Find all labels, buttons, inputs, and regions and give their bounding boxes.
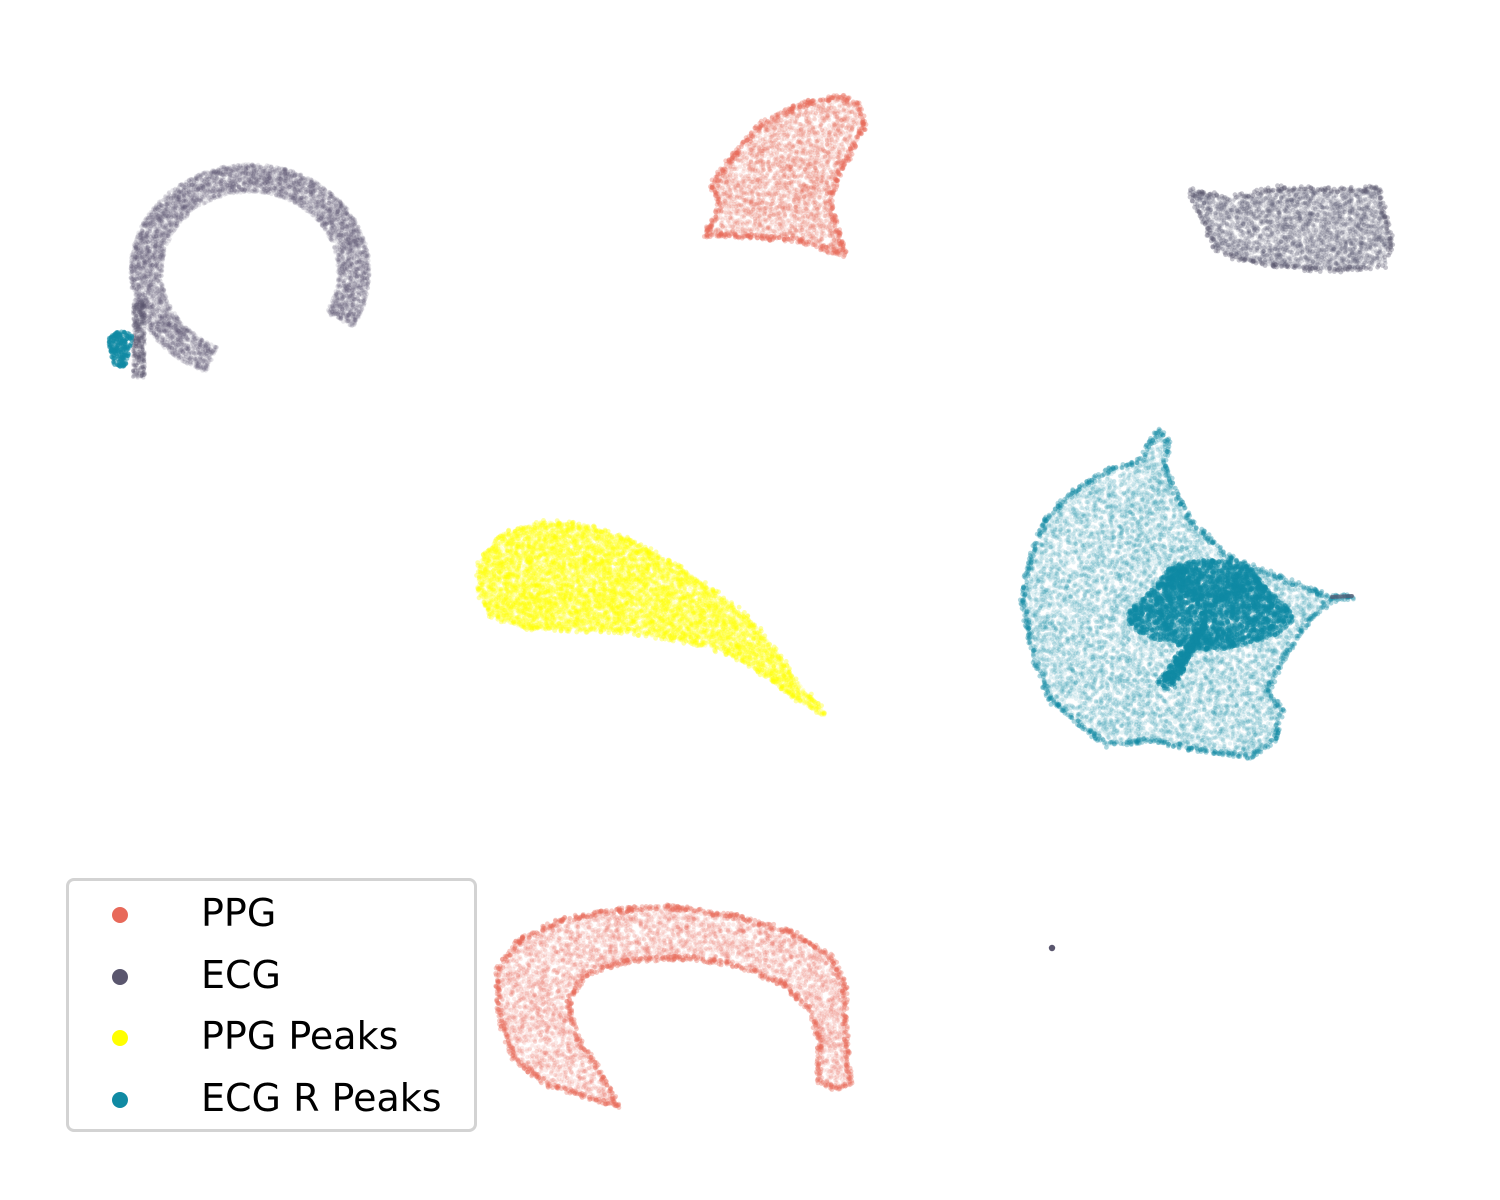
cluster-ecg-2 [1188,183,1396,274]
legend-label-ecg-r-peaks: ECG R Peaks [201,1076,442,1120]
legend-label-ppg: PPG [201,891,276,935]
legend-marker-ecg-r-peaks [112,1092,128,1108]
legend-item-ecg: ECG [69,949,474,1005]
legend-item-ecg-r-peaks: ECG R Peaks [69,1072,474,1128]
cluster-ppg-2 [493,902,854,1110]
point-ecg-isolated [1049,945,1055,951]
legend-marker-ppg [112,907,128,923]
cluster-ecg-1 [128,162,371,380]
legend-item-ppg: PPG [69,887,474,943]
cluster-ppg-1 [702,93,869,259]
series-ecg-r-peaks [107,330,1356,761]
cluster-ecg-r-peaks-1 [1018,427,1356,761]
legend-label-ecg: ECG [201,953,281,997]
legend-marker-ppg-peaks [112,1030,128,1046]
legend-label-ppg-peaks: PPG Peaks [201,1014,398,1058]
cluster-ppg-peaks-1 [474,518,827,717]
cluster-ecg-r-peaks-2 [107,330,135,369]
legend-marker-ecg [112,969,128,985]
ecg-tip-mark [1332,596,1352,597]
legend: PPG ECG PPG Peaks ECG R Peaks [66,878,477,1132]
legend-item-ppg-peaks: PPG Peaks [69,1010,474,1066]
series-ppg-peaks [474,518,827,717]
